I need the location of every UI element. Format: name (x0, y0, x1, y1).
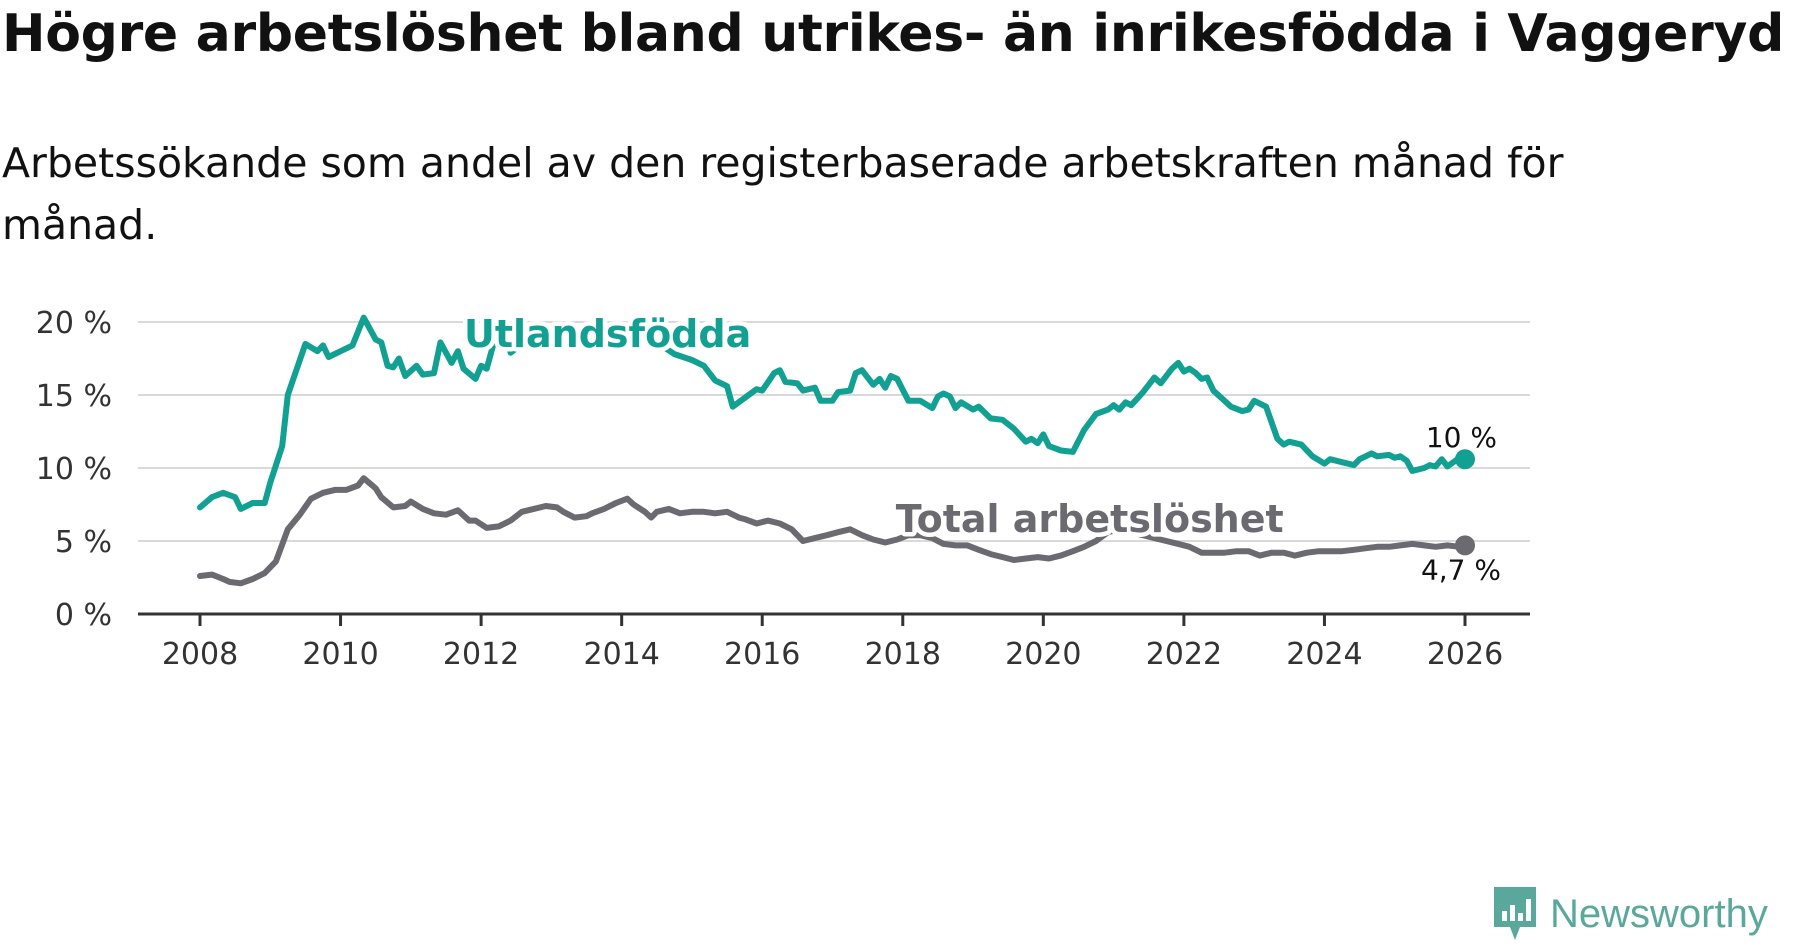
x-tick-label: 2018 (865, 637, 941, 672)
series-line-total[interactable] (197, 475, 1465, 587)
series-label: Total arbetslöshet (896, 497, 1284, 541)
y-tick-label: 10 % (36, 452, 112, 487)
y-tick-label: 5 % (55, 525, 112, 560)
chart-subtitle: Arbetssökande som andel av den registerb… (2, 139, 1564, 249)
brand-name: Newsworthy (1550, 891, 1768, 936)
x-tick-label: 2008 (162, 637, 238, 672)
end-value-label: 10 % (1426, 421, 1497, 454)
series-end-marker (1455, 449, 1475, 470)
series-label: Utlandsfödda (464, 312, 751, 356)
x-tick-label: 2024 (1286, 637, 1362, 672)
brand-logo[interactable]: Newsworthy (1490, 885, 1768, 943)
end-value-label: 4,7 % (1421, 553, 1501, 586)
y-tick-label: 20 % (36, 306, 112, 341)
chart-title: Högre arbetslöshet bland utrikes- än inr… (2, 4, 1784, 64)
y-tick-label: 15 % (36, 379, 112, 414)
x-tick-label: 2012 (443, 637, 519, 672)
y-tick-label: 0 % (55, 598, 112, 633)
x-tick-label: 2026 (1427, 637, 1503, 672)
x-tick-label: 2014 (583, 637, 659, 672)
x-tick-label: 2020 (1005, 637, 1081, 672)
newsworthy-logo-icon (1494, 887, 1536, 940)
series-line-utlandsfodda[interactable] (197, 314, 1465, 512)
x-tick-label: 2016 (724, 637, 800, 672)
x-tick-label: 2010 (302, 637, 378, 672)
series-end-marker (1455, 535, 1475, 556)
x-tick-label: 2022 (1146, 637, 1222, 672)
line-chart: 0 % 5 % 10 % 15 % 20 % 2008 2010 2012 2014 2016 20… (36, 306, 1530, 672)
